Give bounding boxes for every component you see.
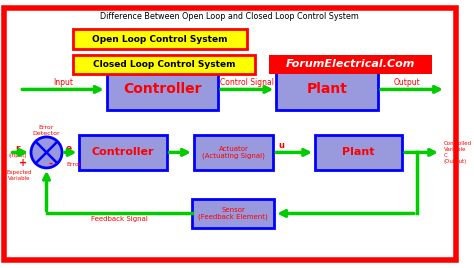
Circle shape [31, 137, 62, 168]
Text: Error
Detector: Error Detector [33, 125, 60, 136]
Text: Difference Between Open Loop and Closed Loop Control System: Difference Between Open Loop and Closed … [100, 12, 359, 21]
Text: Open Loop Control System: Open Loop Control System [92, 35, 228, 43]
Text: (Input): (Input) [8, 153, 27, 158]
FancyBboxPatch shape [192, 199, 274, 228]
Text: Feedback Signal: Feedback Signal [91, 216, 147, 222]
FancyBboxPatch shape [269, 54, 432, 74]
Text: Control Signal: Control Signal [220, 77, 274, 87]
Text: -: - [48, 159, 53, 169]
FancyBboxPatch shape [194, 135, 273, 170]
Text: Controlled
Variable
C
(Output): Controlled Variable C (Output) [444, 141, 472, 164]
FancyBboxPatch shape [315, 135, 402, 170]
FancyBboxPatch shape [73, 29, 247, 49]
Text: r: r [15, 144, 20, 153]
Text: Controller: Controller [123, 83, 201, 96]
Text: Expected
Variable: Expected Variable [7, 170, 32, 181]
FancyBboxPatch shape [73, 54, 255, 74]
FancyBboxPatch shape [80, 135, 167, 170]
Text: Sensor
(Feedback Element): Sensor (Feedback Element) [198, 207, 268, 220]
Text: Actuator
(Actuating Signal): Actuator (Actuating Signal) [202, 146, 265, 159]
Text: u: u [278, 140, 284, 150]
FancyBboxPatch shape [107, 69, 218, 110]
Text: Plant: Plant [342, 147, 375, 157]
Text: Output: Output [394, 77, 420, 87]
Text: ForumElectrical.Com: ForumElectrical.Com [286, 59, 416, 69]
Text: e: e [66, 144, 72, 153]
FancyBboxPatch shape [276, 69, 378, 110]
Text: +: + [19, 158, 27, 168]
Text: Closed Loop Control System: Closed Loop Control System [92, 60, 235, 69]
Text: Controller: Controller [92, 147, 155, 157]
FancyBboxPatch shape [4, 8, 456, 260]
Text: Plant: Plant [307, 83, 347, 96]
Text: Input: Input [53, 77, 73, 87]
Text: Error: Error [66, 162, 81, 166]
